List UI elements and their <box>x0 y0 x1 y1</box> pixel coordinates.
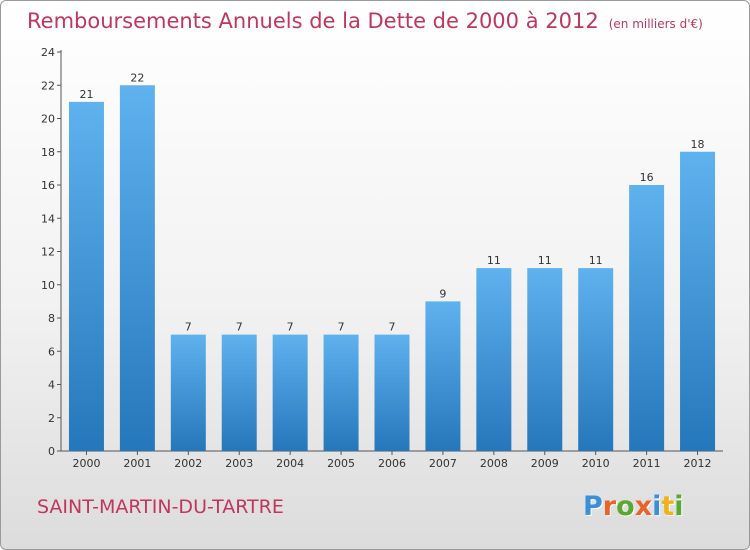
title-text: Remboursements Annuels de la Dette de 20… <box>27 9 599 33</box>
unit-label: (en milliers d'€) <box>608 17 703 31</box>
bar-value-label: 7 <box>236 321 243 334</box>
bar <box>272 334 308 451</box>
proxiti-logo: Proxiti <box>583 491 684 522</box>
y-tick-label: 18 <box>41 146 55 159</box>
y-tick-label: 22 <box>41 79 55 92</box>
y-tick-label: 4 <box>48 379 55 392</box>
y-tick-label: 2 <box>48 412 55 425</box>
bar <box>68 101 104 451</box>
bar <box>119 85 155 451</box>
bar-value-label: 11 <box>589 254 603 267</box>
logo-letter: i <box>652 491 662 522</box>
x-tick-label: 2011 <box>633 457 661 470</box>
bar-value-label: 7 <box>338 321 345 334</box>
y-tick-label: 24 <box>41 46 55 59</box>
x-tick-label: 2003 <box>225 457 253 470</box>
y-tick-label: 12 <box>41 246 55 259</box>
bar-value-label: 7 <box>389 321 396 334</box>
logo-letter: i <box>674 491 684 522</box>
x-tick-label: 2005 <box>327 457 355 470</box>
bar <box>578 268 614 451</box>
x-tick-label: 2007 <box>429 457 457 470</box>
x-tick-label: 2006 <box>378 457 406 470</box>
bar-value-label: 7 <box>287 321 294 334</box>
logo-letter: o <box>616 491 635 522</box>
bar-value-label: 9 <box>439 287 446 300</box>
y-tick-label: 0 <box>48 445 55 458</box>
y-tick-label: 16 <box>41 179 55 192</box>
bar-value-label: 16 <box>640 171 654 184</box>
bar-value-label: 18 <box>691 138 705 151</box>
logo-letter: P <box>583 491 603 522</box>
bar-value-label: 11 <box>538 254 552 267</box>
x-tick-label: 2012 <box>684 457 712 470</box>
bar-value-label: 22 <box>130 71 144 84</box>
bar <box>527 268 563 451</box>
x-tick-label: 2010 <box>582 457 610 470</box>
logo-letter: t <box>661 491 675 522</box>
bar-value-label: 21 <box>79 88 93 101</box>
commune-name: SAINT-MARTIN-DU-TARTRE <box>37 496 284 518</box>
bar <box>323 334 359 451</box>
x-tick-label: 2004 <box>276 457 304 470</box>
logo-letter: r <box>602 491 617 522</box>
y-tick-label: 8 <box>48 312 55 325</box>
x-tick-label: 2009 <box>531 457 559 470</box>
bar <box>221 334 257 451</box>
y-tick-label: 10 <box>41 279 55 292</box>
x-tick-label: 2002 <box>174 457 202 470</box>
bar <box>476 268 512 451</box>
bar <box>170 334 206 451</box>
bar <box>374 334 410 451</box>
x-tick-label: 2008 <box>480 457 508 470</box>
bar <box>629 185 665 451</box>
y-tick-label: 6 <box>48 345 55 358</box>
bar <box>680 151 716 451</box>
y-tick-label: 14 <box>41 212 55 225</box>
x-tick-label: 2000 <box>72 457 100 470</box>
y-tick-label: 20 <box>41 113 55 126</box>
logo-letter: x <box>634 491 653 522</box>
bar-value-label: 7 <box>185 321 192 334</box>
bar <box>425 301 461 451</box>
bar-value-label: 11 <box>487 254 501 267</box>
x-tick-label: 2001 <box>123 457 151 470</box>
chart-title: Remboursements Annuels de la Dette de 20… <box>27 9 703 33</box>
